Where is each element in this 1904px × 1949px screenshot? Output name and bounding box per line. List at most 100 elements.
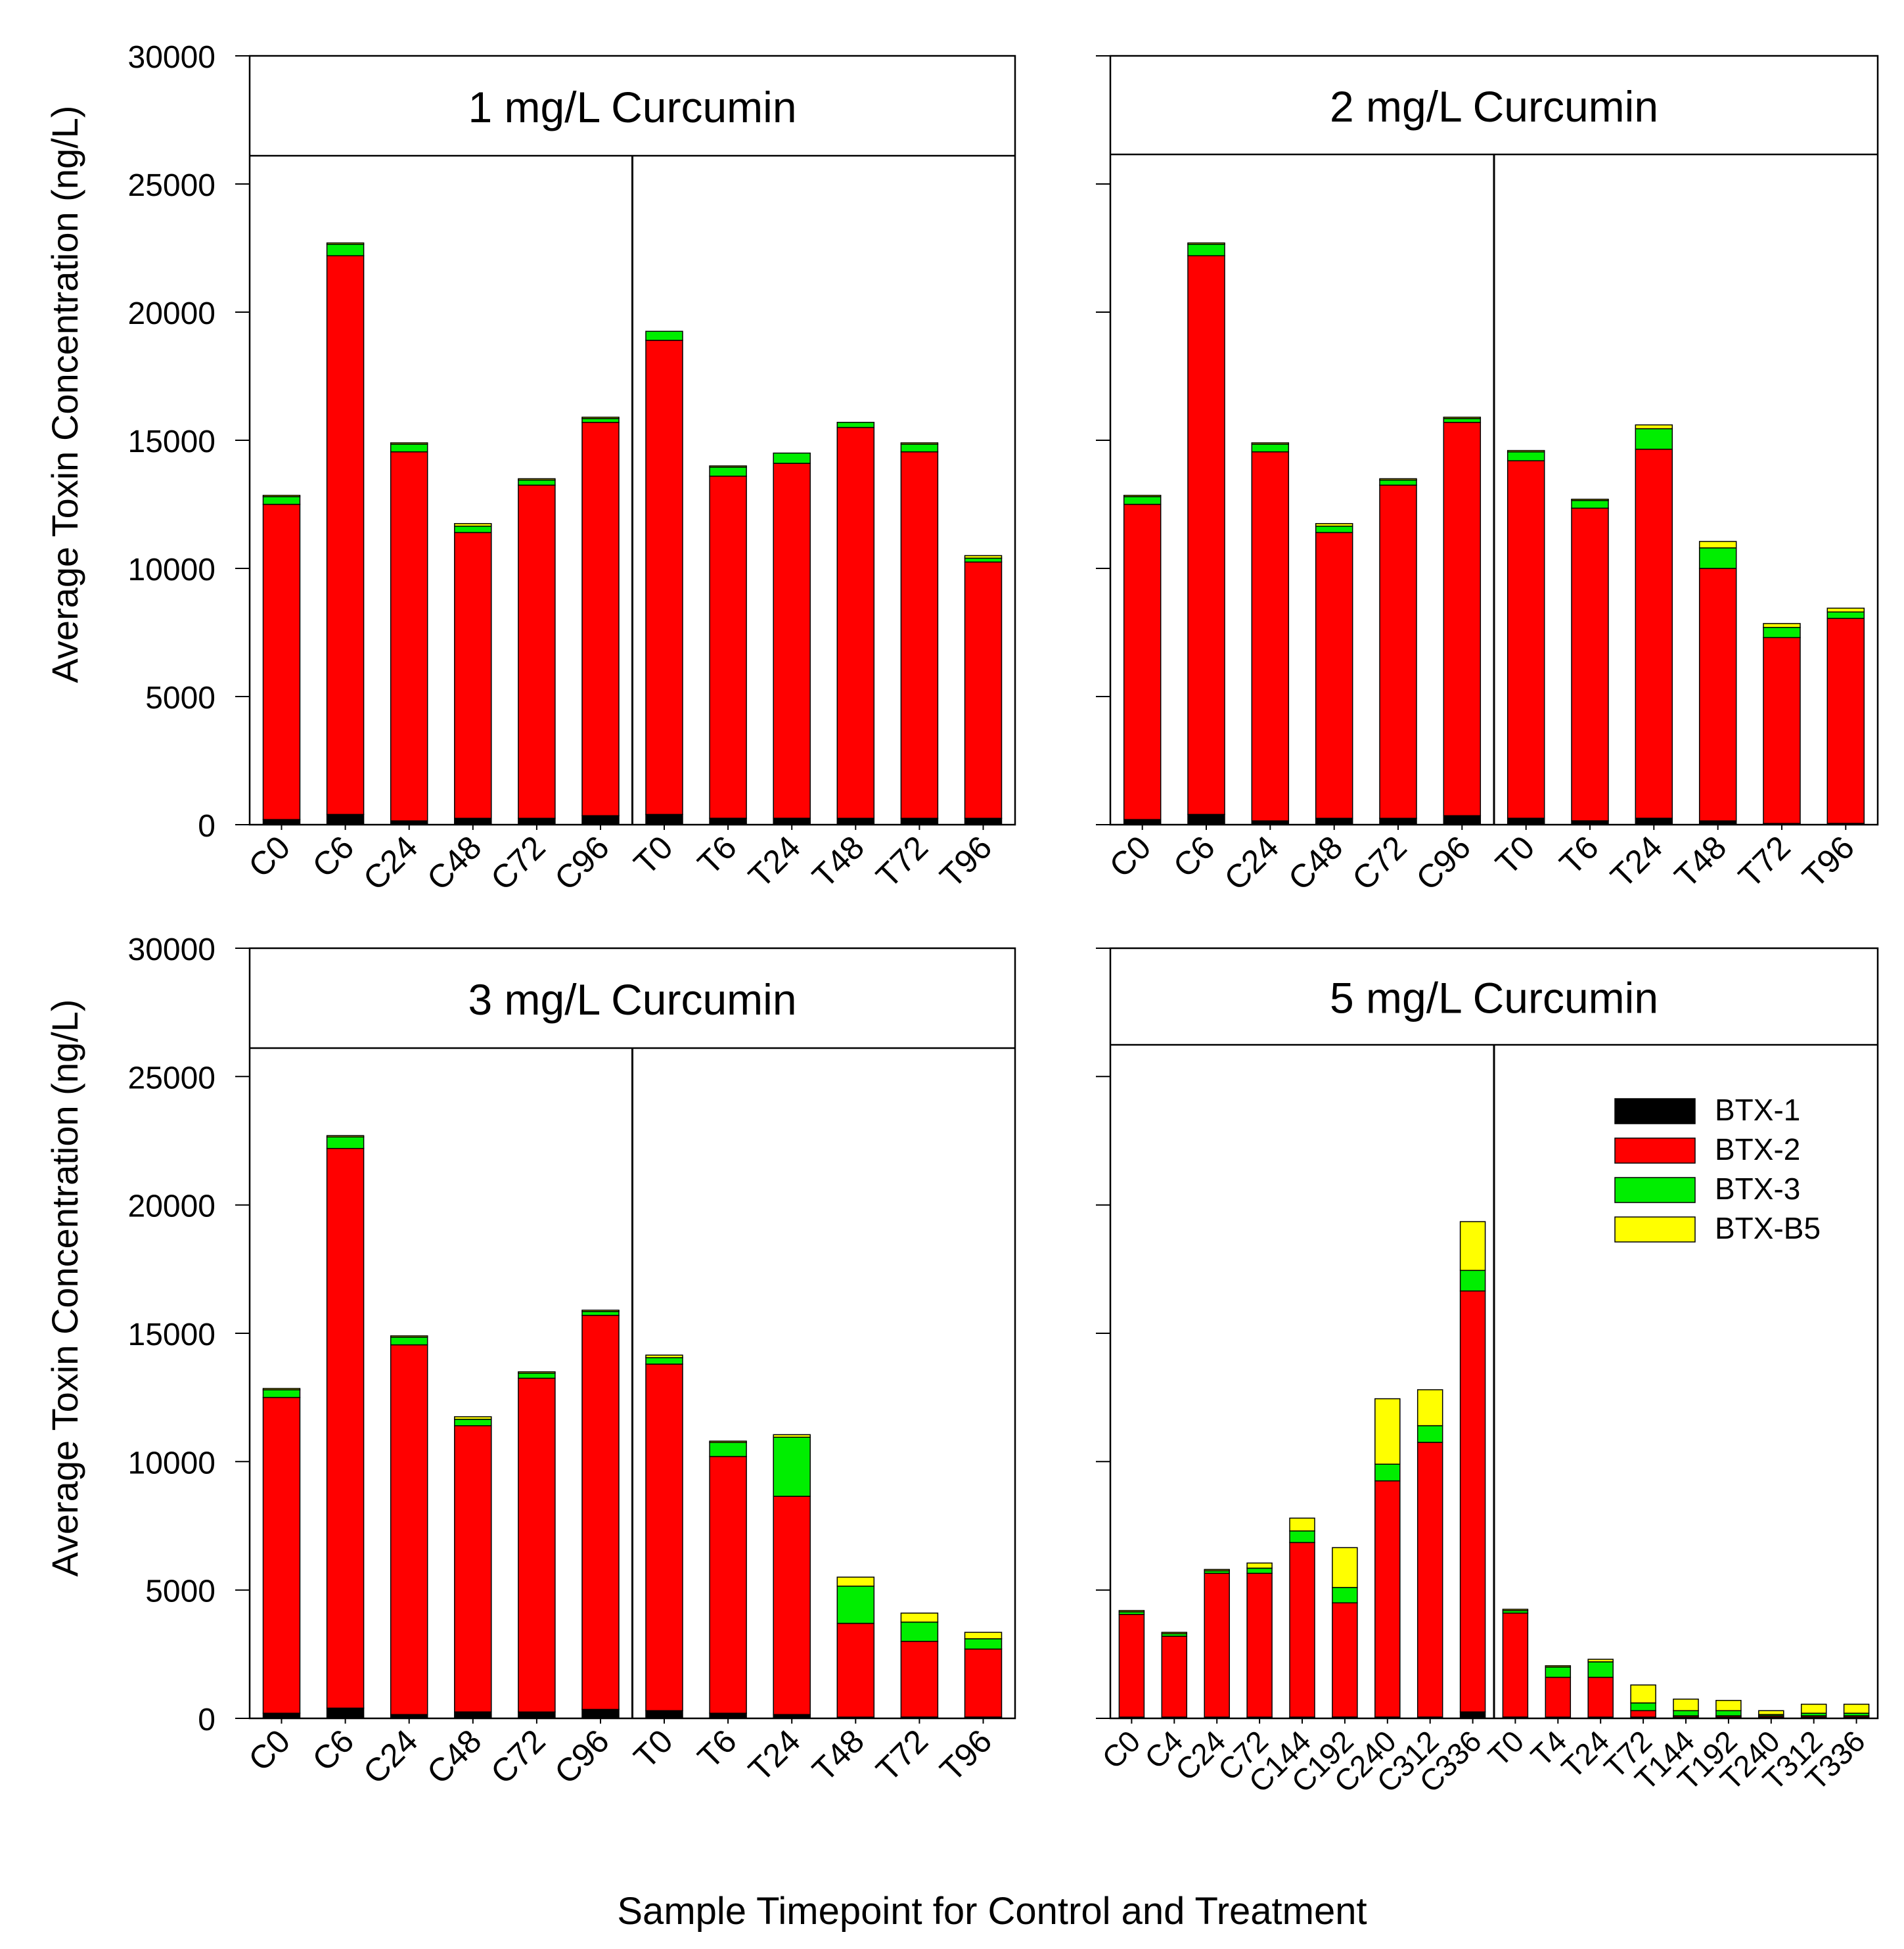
x-tick-label: C72 xyxy=(484,1722,552,1791)
bar-btx-2-c96 xyxy=(1443,421,1482,817)
bar-btx-3-c48 xyxy=(454,525,492,534)
panel-title: 3 mg/L Curcumin xyxy=(468,975,796,1024)
bar-btx-2-t24 xyxy=(773,463,811,819)
bar-btx-3-t24 xyxy=(1587,1661,1614,1678)
bar-btx-b5-t48 xyxy=(836,1576,875,1587)
bar-btx-2-c0 xyxy=(262,1396,301,1714)
bar-btx-2-t96 xyxy=(964,561,1003,819)
bar-btx-1-c48 xyxy=(454,817,492,825)
bar-btx-3-t24 xyxy=(773,1436,811,1497)
bar-btx-1-c6 xyxy=(326,1707,365,1719)
legend-swatch-btx-1 xyxy=(1614,1098,1696,1124)
bar-btx-2-t48 xyxy=(836,1622,875,1718)
bar-btx-1-c72 xyxy=(518,1711,556,1719)
bar-btx-b5-c96 xyxy=(581,1310,620,1312)
legend-label-btx-2: BTX-2 xyxy=(1715,1132,1800,1166)
legend-label-btx-b5: BTX-B5 xyxy=(1715,1211,1821,1245)
bar-btx-b5-c48 xyxy=(454,1416,492,1420)
x-tick-label: C48 xyxy=(420,829,488,897)
bar-btx-2-t6 xyxy=(1571,507,1609,821)
bar-btx-3-c48 xyxy=(1315,525,1353,534)
bar-btx-3-c240 xyxy=(1374,1463,1401,1482)
bar-btx-2-t72 xyxy=(900,451,939,819)
bar-btx-b5-t72 xyxy=(1763,623,1801,628)
bar-btx-b5-c0 xyxy=(262,1388,301,1390)
bar-btx-1-t0 xyxy=(645,814,683,825)
bar-btx-2-t4 xyxy=(1545,1676,1572,1718)
x-tick-label: C6 xyxy=(1166,829,1222,884)
bar-btx-3-t96 xyxy=(964,1638,1003,1650)
bar-btx-b5-t336 xyxy=(1843,1703,1870,1714)
bar-btx-3-c6 xyxy=(326,243,365,256)
bar-btx-b5-t72 xyxy=(900,442,939,445)
bar-btx-b5-c4 xyxy=(1161,1632,1188,1634)
y-tick-label: 5000 xyxy=(145,681,215,716)
bar-btx-2-c24 xyxy=(1204,1572,1230,1718)
x-tick-label: C24 xyxy=(1217,829,1286,897)
bar-btx-b5-t144 xyxy=(1673,1698,1699,1712)
bar-btx-1-c72 xyxy=(518,817,556,825)
bar-btx-1-c96 xyxy=(581,815,620,825)
bar-btx-3-t24 xyxy=(1635,428,1673,450)
bar-btx-b5-c24 xyxy=(390,442,428,445)
x-tick-label: T72 xyxy=(1731,829,1798,895)
bar-btx-b5-c24 xyxy=(390,1335,428,1338)
bar-btx-2-t72 xyxy=(1763,637,1801,824)
bar-btx-1-t96 xyxy=(964,817,1003,825)
bar-btx-2-c48 xyxy=(1315,532,1353,819)
x-tick-label: T72 xyxy=(869,1722,936,1789)
x-tick-label: T0 xyxy=(627,1722,680,1776)
bar-btx-b5-c72 xyxy=(1379,478,1417,481)
legend-swatch-btx-2 xyxy=(1614,1137,1696,1164)
bar-btx-b5-c96 xyxy=(581,417,620,419)
bar-btx-b5-c0 xyxy=(262,495,301,497)
bar-btx-3-t72 xyxy=(1630,1702,1656,1712)
y-tick-label: 20000 xyxy=(128,296,215,331)
bar-btx-3-t96 xyxy=(964,557,1003,563)
bar-btx-b5-c48 xyxy=(1315,523,1353,527)
bar-btx-b5-t0 xyxy=(645,1354,683,1358)
y-tick-label: 0 xyxy=(198,809,215,844)
x-tick-label: C72 xyxy=(484,829,552,897)
bar-btx-3-c312 xyxy=(1417,1425,1443,1443)
bar-btx-1-c96 xyxy=(581,1708,620,1719)
bar-btx-3-c24 xyxy=(390,444,428,453)
bar-btx-2-c72 xyxy=(518,484,556,819)
bar-btx-1-c72 xyxy=(1379,817,1417,825)
x-tick-label: T6 xyxy=(1553,829,1606,882)
x-tick-label: T24 xyxy=(1604,829,1670,895)
bar-btx-1-c6 xyxy=(1187,814,1225,825)
legend-label-btx-3: BTX-3 xyxy=(1715,1172,1800,1206)
y-axis-label-bottom: Average Toxin Concentration (ng/L) xyxy=(44,999,85,1577)
y-tick-label: 10000 xyxy=(128,1446,215,1480)
bar-btx-2-c48 xyxy=(454,532,492,819)
bar-btx-3-c72 xyxy=(1379,479,1417,486)
bar-btx-3-t72 xyxy=(900,444,939,453)
bar-btx-b5-c144 xyxy=(1289,1517,1315,1532)
bar-btx-3-t48 xyxy=(836,1586,875,1624)
y-tick-label: 5000 xyxy=(145,1574,215,1609)
bar-btx-2-c4 xyxy=(1161,1636,1188,1718)
bar-btx-3-c96 xyxy=(581,1311,620,1316)
x-tick-label: T48 xyxy=(805,1722,872,1789)
bar-btx-2-c6 xyxy=(1187,255,1225,815)
bar-btx-2-t0 xyxy=(1502,1613,1529,1718)
bar-btx-3-c72 xyxy=(518,479,556,486)
legend: BTX-1 BTX-2 BTX-3 BTX-B5 xyxy=(1614,1093,1821,1245)
x-tick-label: T96 xyxy=(1796,829,1862,895)
x-tick-label: T0 xyxy=(1489,829,1542,882)
x-tick-label: T24 xyxy=(741,829,807,895)
bar-btx-1-t24 xyxy=(773,817,811,825)
x-tick-label: C96 xyxy=(547,1722,616,1791)
bar-btx-2-t0 xyxy=(645,1364,683,1712)
bar-btx-3-c96 xyxy=(1443,418,1482,423)
bar-btx-2-t0 xyxy=(1507,460,1545,819)
bar-btx-b5-t312 xyxy=(1800,1703,1827,1714)
x-tick-label: T0 xyxy=(627,829,680,882)
bar-btx-b5-t6 xyxy=(709,465,747,468)
bar-btx-1-c48 xyxy=(454,1711,492,1719)
bar-btx-3-c0 xyxy=(262,496,301,505)
x-tick-label: T6 xyxy=(691,1722,744,1776)
bar-btx-3-t48 xyxy=(836,421,875,428)
